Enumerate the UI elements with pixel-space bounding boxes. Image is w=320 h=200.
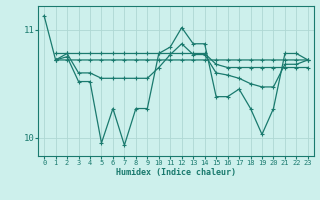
X-axis label: Humidex (Indice chaleur): Humidex (Indice chaleur): [116, 168, 236, 177]
